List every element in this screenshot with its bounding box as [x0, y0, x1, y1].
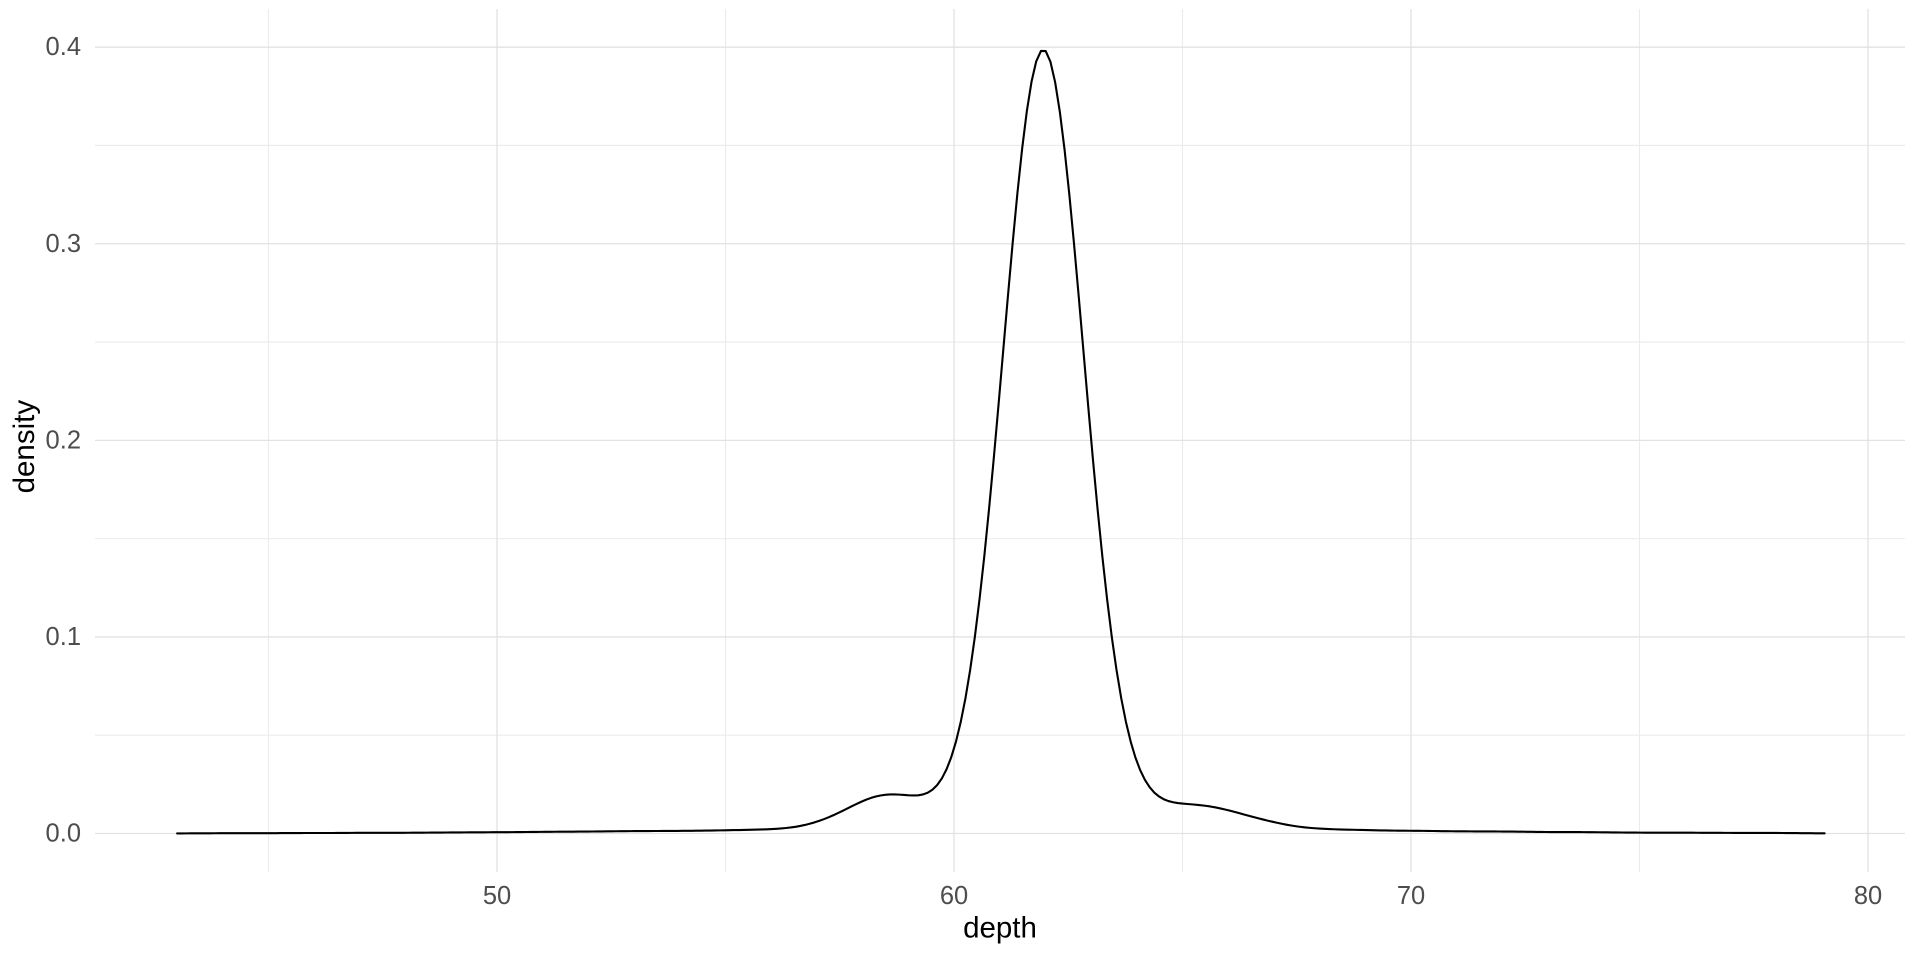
svg-text:depth: depth	[963, 912, 1037, 945]
svg-text:70: 70	[1397, 882, 1425, 910]
svg-text:density: density	[8, 400, 41, 494]
svg-text:60: 60	[940, 882, 968, 910]
svg-text:0.3: 0.3	[46, 230, 81, 258]
svg-text:0.0: 0.0	[46, 820, 81, 848]
svg-text:50: 50	[483, 882, 511, 910]
svg-text:0.4: 0.4	[46, 33, 81, 61]
svg-text:0.2: 0.2	[46, 426, 81, 454]
svg-text:80: 80	[1854, 882, 1882, 910]
svg-text:0.1: 0.1	[46, 623, 81, 651]
